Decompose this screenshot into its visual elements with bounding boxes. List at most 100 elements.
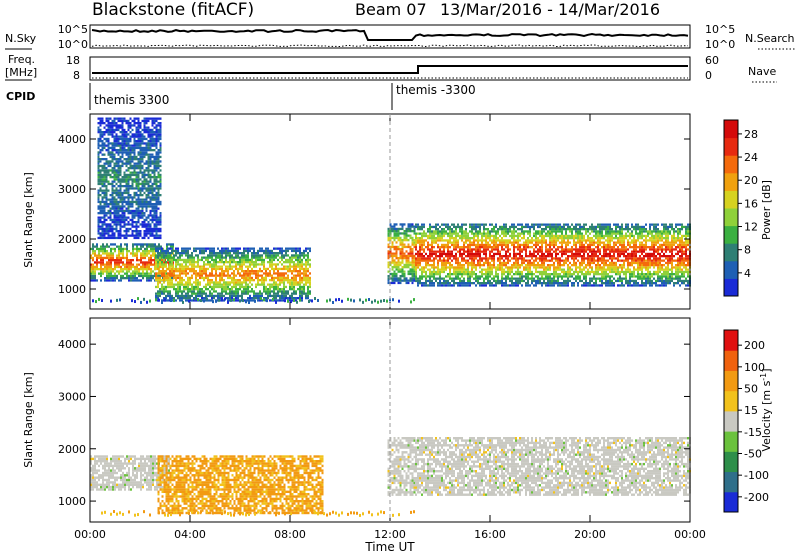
power-echo-cell — [111, 234, 114, 237]
power-echo-cell — [121, 135, 124, 138]
power-echo-cell — [277, 288, 279, 291]
power-echo-cell — [475, 264, 477, 267]
power-echo-cell — [299, 292, 301, 295]
power-echo-cell — [409, 261, 412, 264]
power-echo-cell — [125, 230, 128, 233]
power-echo-cell — [136, 263, 138, 266]
power-echo-cell — [179, 272, 181, 275]
power-echo-cell — [117, 176, 120, 179]
power-echo-cell — [209, 294, 211, 298]
power-echo-cell — [531, 277, 533, 280]
power-echo-cell — [505, 243, 507, 247]
power-echo-cell — [523, 261, 525, 265]
power-echo-cell — [409, 270, 412, 273]
power-echo-cell — [545, 225, 547, 229]
power-echo-cell — [133, 167, 136, 170]
power-echo-cell — [535, 268, 537, 271]
power-echo-cell — [499, 282, 501, 285]
power-echo-cell — [475, 268, 477, 271]
power-echo-cell — [411, 257, 414, 260]
power-echo-cell — [101, 209, 104, 213]
power-echo-cell — [431, 270, 433, 274]
power-echo-cell — [397, 268, 400, 271]
power-echo-cell — [101, 173, 104, 177]
power-echo-cell — [237, 263, 239, 266]
power-echo-cell — [111, 212, 114, 215]
power-echo-cell — [527, 255, 529, 258]
power-echo-cell — [103, 232, 106, 235]
power-echo-cell — [171, 270, 173, 273]
power-echo-cell — [165, 261, 167, 264]
power-echo-cell — [543, 230, 545, 233]
power-echo-cell — [121, 124, 124, 127]
power-echo-cell — [111, 196, 114, 199]
power-echo-cell — [136, 254, 138, 257]
power-echo-cell — [395, 272, 398, 276]
power-echo-cell — [153, 171, 156, 174]
power-echo-cell — [120, 252, 122, 255]
power-echo-cell — [103, 214, 106, 217]
power-echo-cell — [235, 281, 237, 284]
power-echo-cell — [511, 277, 513, 280]
power-echo-cell — [179, 283, 181, 286]
power-echo-cell — [535, 282, 537, 285]
power-echo-cell — [135, 176, 138, 179]
power-echo-cell — [399, 279, 402, 282]
power-echo-cell — [259, 299, 261, 302]
power-echo-cell — [133, 137, 136, 141]
power-echo-cell — [159, 200, 162, 204]
power-echo-cell — [259, 274, 261, 277]
power-echo-cell — [103, 167, 106, 170]
power-echo-cell — [199, 249, 201, 253]
power-echo-cell — [175, 294, 177, 298]
power-echo-cell — [109, 218, 112, 222]
power-echo-cell — [415, 252, 417, 256]
power-echo-cell — [173, 256, 175, 259]
power-echo-cell — [159, 124, 162, 127]
power-echo-cell — [137, 128, 140, 132]
power-echo-cell — [141, 207, 144, 210]
power-echo-cell — [207, 294, 209, 298]
power-echo-cell — [115, 122, 118, 125]
power-echo-cell — [245, 254, 247, 257]
power-echo-cell — [152, 259, 154, 262]
power-echo-cell — [449, 268, 451, 271]
power-echo-cell — [541, 243, 543, 247]
power-echo-cell — [154, 252, 156, 255]
power-echo-cell — [217, 261, 219, 264]
power-echo-cell — [303, 256, 305, 259]
power-echo-cell — [469, 284, 471, 287]
power-echo-cell — [437, 264, 439, 267]
power-echo-cell — [137, 216, 140, 219]
power-echo-cell — [457, 282, 459, 285]
power-echo-cell — [165, 279, 167, 282]
power-echo-cell — [549, 230, 551, 233]
power-echo-cell — [263, 261, 265, 264]
power-echo-cell — [279, 281, 281, 284]
power-echo-cell — [303, 290, 305, 293]
power-echo-cell — [146, 274, 148, 278]
power-echo-cell — [187, 247, 189, 250]
power-echo-cell — [455, 277, 457, 280]
power-echo-cell — [395, 268, 398, 271]
power-echo-cell — [415, 277, 417, 280]
power-echo-cell — [107, 225, 110, 228]
power-echo-cell — [439, 239, 441, 242]
power-echo-cell — [531, 241, 533, 244]
power-echo-cell — [517, 232, 519, 235]
power-echo-cell — [253, 249, 255, 253]
power-echo-cell — [449, 277, 451, 280]
power-echo-cell — [185, 299, 187, 302]
power-echo-cell — [299, 288, 301, 291]
power-echo-cell — [387, 232, 390, 235]
power-echo-cell — [529, 270, 531, 274]
power-echo-cell — [137, 232, 140, 235]
power-echo-cell — [147, 160, 150, 163]
power-echo-cell — [263, 272, 265, 275]
power-echo-cell — [167, 276, 169, 280]
power-echo-cell — [132, 245, 134, 248]
power-echo-cell — [439, 232, 441, 235]
power-echo-cell — [148, 245, 150, 248]
power-echo-cell — [119, 182, 122, 186]
power-echo-cell — [465, 246, 467, 249]
